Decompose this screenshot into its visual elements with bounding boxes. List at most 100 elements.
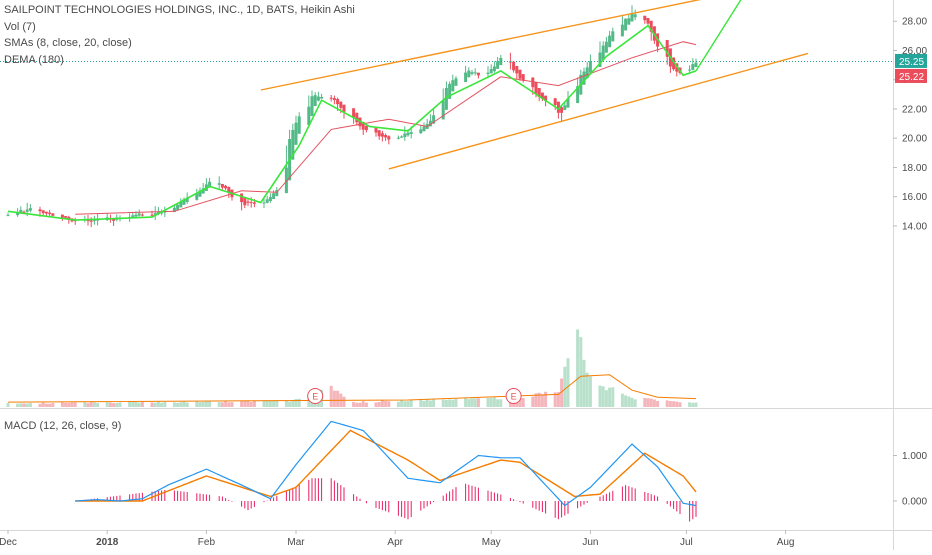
volume-bar: [601, 386, 605, 407]
volume-bar: [608, 387, 612, 407]
volume-bar: [624, 395, 628, 407]
candle-body: [208, 181, 212, 188]
volume-bar: [387, 401, 391, 407]
candle-body: [387, 136, 391, 140]
volume-bar: [534, 393, 538, 407]
candle-body: [521, 74, 525, 81]
candle-body: [496, 61, 500, 69]
candle-body: [89, 220, 93, 222]
candle-body: [25, 209, 29, 212]
candle-body: [409, 132, 413, 135]
volume-bar: [204, 401, 208, 407]
candle-body: [224, 185, 228, 189]
candle-body: [582, 71, 586, 85]
candle-body: [646, 18, 650, 24]
candle-body: [176, 204, 180, 210]
candle-body: [598, 52, 602, 67]
volume-bar: [384, 401, 388, 407]
price-tick-label: 22.00: [902, 104, 927, 115]
candle-body: [156, 211, 160, 214]
volume-bar: [422, 400, 426, 407]
volume-bar: [652, 399, 656, 407]
candle-body: [540, 92, 544, 99]
candle-body: [406, 132, 410, 136]
volume-bar: [83, 402, 87, 407]
volume-bar: [38, 403, 42, 407]
candle-body: [316, 96, 320, 101]
time-tick-label: May: [482, 537, 501, 548]
volume-bar: [364, 402, 368, 407]
candle-body: [329, 97, 333, 99]
candle-body: [403, 133, 407, 138]
macd-legend: MACD (12, 26, close, 9): [4, 420, 122, 432]
candle-body: [297, 116, 301, 134]
volume-bar: [358, 402, 362, 407]
macd-layer: [75, 420, 697, 522]
macd-tick-label: 0.000: [902, 497, 927, 508]
candle-body: [92, 220, 96, 222]
candle-body: [419, 129, 423, 134]
sma-legend: SMAs (8, close, 20, close): [4, 37, 132, 49]
volume-bar: [489, 397, 493, 407]
channel-upper-line: [260, 0, 702, 91]
candle-body: [444, 87, 448, 110]
candle-body: [336, 99, 340, 105]
candle-body: [467, 70, 471, 78]
projection-line: [695, 0, 742, 72]
volume-bar: [112, 403, 116, 407]
volume-bar: [208, 401, 212, 407]
volume-bar: [627, 396, 631, 407]
volume-bar: [131, 401, 135, 407]
candle-body: [576, 86, 580, 104]
candle-body: [633, 14, 637, 18]
candle-body: [665, 40, 669, 57]
macd-tick-label: 1.000: [902, 451, 927, 462]
volume-bar: [108, 402, 112, 407]
volume-bar: [432, 399, 436, 407]
channel-lower-line: [388, 52, 809, 170]
volume-bar: [284, 400, 288, 407]
candle-body: [150, 214, 154, 216]
volume-bar: [86, 403, 90, 407]
volume-bar: [518, 396, 522, 407]
volume-bar: [115, 402, 119, 407]
volume-bar: [553, 392, 557, 407]
candle-body: [268, 197, 272, 202]
candle-body: [486, 72, 490, 75]
candle-body: [307, 106, 311, 126]
candle-body: [275, 190, 279, 197]
macd-signal-line: [75, 429, 697, 502]
volume-bar: [265, 400, 269, 407]
candle-body: [185, 197, 189, 202]
volume-bar: [425, 398, 429, 407]
candle-body: [291, 129, 295, 160]
candle-body: [364, 125, 368, 131]
volume-bar: [28, 403, 32, 407]
time-tick-label: Aug: [777, 537, 795, 548]
prev-price-tag-label: 25.22: [899, 72, 924, 83]
candle-body: [182, 199, 186, 205]
candle-body: [38, 209, 42, 212]
candle-body: [400, 136, 404, 138]
volume-bar: [694, 402, 698, 407]
candle-body: [243, 197, 247, 206]
candle-body: [515, 65, 519, 74]
volume-bar: [448, 399, 452, 407]
time-tick-label: 2018: [96, 537, 119, 548]
earnings-marker[interactable]: [307, 388, 324, 404]
candle-body: [6, 214, 10, 216]
volume-bar: [566, 358, 570, 407]
candle-body: [534, 82, 538, 94]
candle-body: [451, 80, 455, 92]
candle-body: [64, 216, 68, 218]
candle-body: [508, 61, 512, 63]
volume-bar: [201, 401, 205, 407]
volume-bar: [41, 402, 45, 407]
candle-body: [601, 45, 605, 60]
candle-body: [16, 212, 20, 216]
volume-bar: [531, 396, 535, 407]
earnings-marker[interactable]: [505, 388, 522, 404]
